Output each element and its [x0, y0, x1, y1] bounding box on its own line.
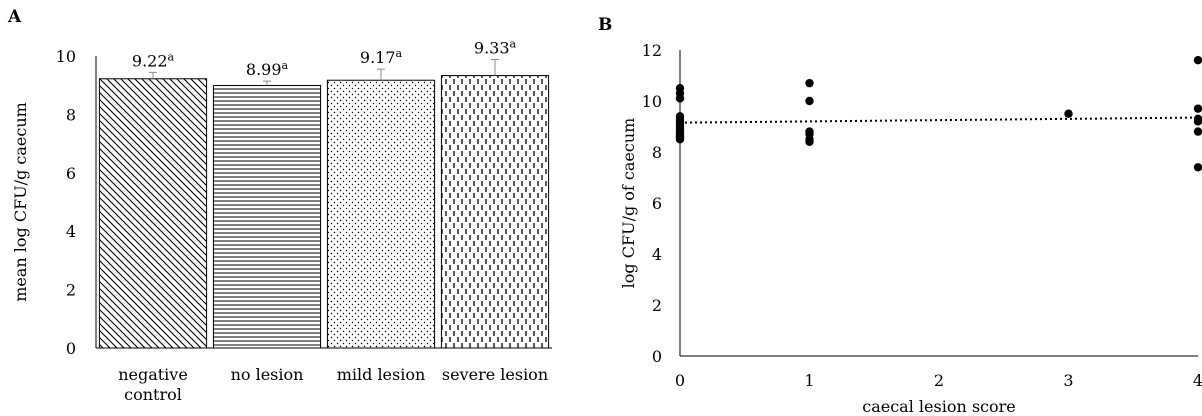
panel-b-y-tick-label: 6: [652, 194, 662, 213]
panel-a-y-tick-label: 4: [66, 222, 76, 241]
bar-data-label: 8.99a: [246, 59, 289, 79]
panel-b-letter: B: [598, 15, 612, 35]
panel-b-x-ticks: 0 1 2 3 4: [675, 371, 1202, 390]
scatter-point: [805, 78, 814, 88]
panel-a-y-axis-title: mean log CFU/g caecum: [11, 102, 30, 302]
panel-b-y-tick-label: 4: [652, 245, 662, 264]
scatter-point: [1193, 104, 1202, 113]
bar-negative-control: [98, 78, 208, 349]
scatter-point: [1064, 109, 1073, 118]
panel-a-y-tick-label: 10: [56, 47, 76, 66]
panel-b-y-tick-label: 8: [652, 143, 662, 162]
bar-data-label: 9.22a: [132, 50, 175, 70]
scatter-point: [805, 137, 814, 146]
panel-b-y-ticks: 0 2 4 6 8 10 12: [642, 41, 662, 366]
panel-b-y-tick-label: 12: [642, 41, 662, 60]
bar-data-label: 9.17a: [360, 47, 403, 67]
panel-b-scatter-chart: B log CFU/g of caecum caecal lesion scor…: [598, 15, 1202, 416]
scatter-point: [805, 96, 814, 106]
panel-a-letter: A: [7, 7, 22, 27]
panel-b-y-axis-title: log CFU/g of caecum: [619, 118, 638, 289]
panel-a-category-labels: negative control no lesion mild lesion sever…: [118, 365, 548, 404]
panel-b-points: [675, 56, 1202, 172]
scatter-point: [675, 135, 685, 144]
category-label: negative control: [118, 365, 188, 404]
panel-b-x-tick-label: 1: [804, 371, 814, 390]
scatter-point: [1193, 117, 1202, 126]
panel-a-y-tick-label: 8: [66, 105, 76, 124]
panel-b-y-tick-label: 2: [652, 296, 662, 315]
scatter-point: [1193, 56, 1202, 65]
panel-a-y-tick-label: 2: [66, 281, 76, 300]
panel-b-x-axis-title: caecal lesion score: [862, 397, 1016, 416]
panel-a-bars: 9.22a 8.99a 9.17a 9.33a: [98, 38, 550, 349]
panel-a-bar-chart: A mean log CFU/g caecum 0 2 4 6 8 10 9.22a 8.9…: [7, 7, 552, 404]
bar-no-lesion: [212, 84, 322, 349]
panel-b-x-tick-label: 0: [675, 371, 685, 390]
scatter-point: [675, 94, 685, 103]
panel-b-x-tick-label: 4: [1193, 371, 1202, 390]
panel-b-y-tick-label: 10: [642, 92, 662, 111]
bar-mild-lesion: [326, 79, 436, 349]
panel-b-trendline: [679, 116, 1199, 124]
bar-severe-lesion: [440, 75, 550, 349]
panel-a-y-ticks: 0 2 4 6 8 10: [56, 47, 76, 358]
category-label: mild lesion: [337, 365, 426, 384]
panel-b-y-tick-label: 0: [652, 347, 662, 366]
panel-b-x-tick-label: 2: [934, 371, 944, 390]
scatter-point: [1193, 163, 1202, 172]
panel-a-y-tick-label: 6: [66, 164, 76, 183]
panel-a-y-tick-label: 0: [66, 339, 76, 358]
category-label: no lesion: [231, 365, 304, 384]
bar-data-label: 9.33a: [474, 38, 517, 58]
category-label: severe lesion: [442, 365, 548, 384]
scatter-point: [1193, 127, 1202, 136]
panel-b-x-tick-label: 3: [1063, 371, 1073, 390]
